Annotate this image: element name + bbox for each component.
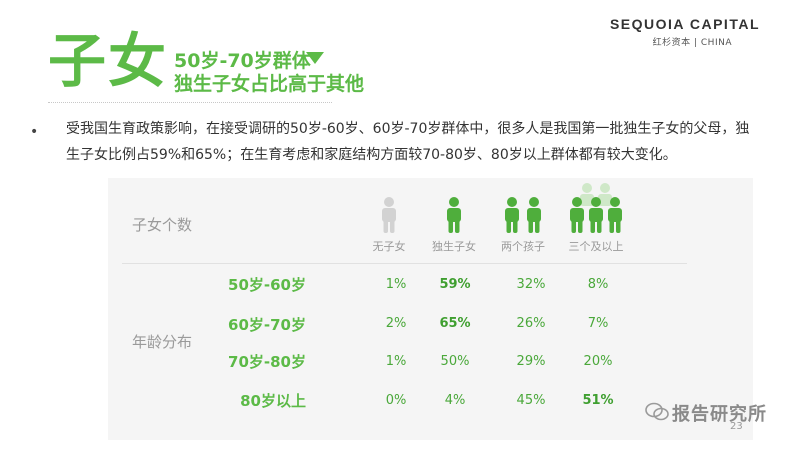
table-cell: 32%	[516, 277, 546, 292]
table-cell: 65%	[439, 316, 471, 331]
table-cell: 8%	[587, 277, 609, 292]
triangle-down-icon	[306, 52, 324, 64]
column-header-two-children: 两个孩子	[501, 240, 545, 253]
table-cell: 20%	[583, 354, 613, 369]
row-label-50-60: 50岁-60岁	[228, 276, 306, 294]
slide-subtitle-line1: 50岁-70岁群体	[174, 50, 311, 72]
column-header-no-children: 无子女	[372, 240, 406, 253]
slide-title: 子女	[48, 27, 169, 95]
header-separator	[122, 263, 687, 264]
table-cell: 1%	[385, 277, 407, 292]
table-cell: 0%	[385, 393, 407, 408]
table-panel	[108, 178, 753, 440]
column-two-children: 两个孩子	[488, 196, 558, 254]
page-number: 23	[730, 421, 743, 432]
watermark-text: 报告研究所	[672, 404, 767, 425]
table-cell: 59%	[439, 277, 471, 292]
title-divider	[48, 102, 332, 103]
brand-sub-text: 红杉资本 | CHINA	[652, 38, 732, 48]
children-count-label: 子女个数	[132, 216, 193, 234]
table-cell: 2%	[385, 316, 407, 331]
person-three-icon	[570, 183, 622, 233]
person-two-icon	[505, 197, 541, 233]
brand-logo-text: SEQUOIA CAPITAL	[609, 16, 760, 32]
age-distribution-label: 年龄分布	[132, 333, 193, 351]
table-cell: 4%	[444, 393, 466, 408]
table-cell: 29%	[516, 354, 546, 369]
person-single-icon	[447, 197, 461, 233]
table-cell: 45%	[516, 393, 546, 408]
table-cell: 50%	[440, 354, 470, 369]
column-no-children: 无子女	[354, 196, 424, 254]
column-header-three-plus: 三个及以上	[568, 240, 624, 253]
person-gray-icon	[382, 197, 396, 233]
bullet-dot-icon: •	[30, 124, 39, 140]
column-three-plus: 三个及以上	[561, 182, 631, 254]
column-single-child: 独生子女	[419, 196, 489, 254]
wechat-icon	[645, 402, 669, 421]
table-cell: 7%	[587, 316, 609, 331]
slide-subtitle-line2: 独生子女占比高于其他	[174, 73, 365, 95]
table-cell: 51%	[582, 393, 614, 408]
table-cell: 1%	[385, 354, 407, 369]
row-label-80-plus: 80岁以上	[240, 392, 306, 410]
row-label-70-80: 70岁-80岁	[228, 353, 306, 371]
bullet-paragraph: 受我国生育政策影响，在接受调研的50岁-60岁、60岁-70岁群体中，很多人是我…	[66, 121, 750, 163]
column-header-single-child: 独生子女	[432, 240, 476, 253]
table-cell: 26%	[516, 316, 546, 331]
row-label-60-70: 60岁-70岁	[228, 316, 306, 334]
